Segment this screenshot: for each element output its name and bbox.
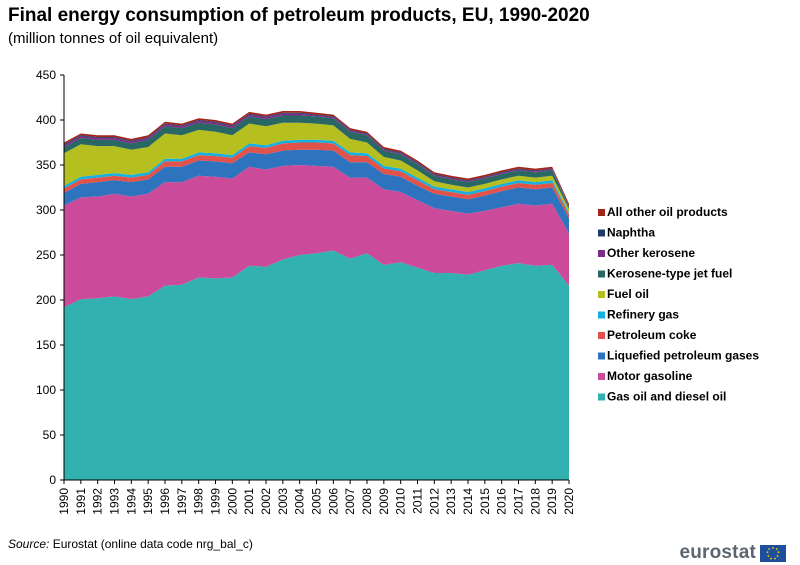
y-tick-label: 50	[43, 428, 57, 442]
x-tick-label: 2016	[495, 488, 509, 515]
x-tick-label: 2017	[512, 488, 526, 515]
x-tick-label: 2013	[444, 488, 458, 515]
y-tick-label: 150	[36, 338, 56, 352]
legend-swatch	[598, 291, 605, 298]
legend-swatch	[598, 373, 605, 380]
legend-swatch	[598, 352, 605, 360]
legend-label: Other kerosene	[607, 246, 695, 260]
x-tick-label: 2006	[326, 488, 340, 515]
legend-swatch	[598, 209, 605, 216]
x-tick-label: 2011	[411, 488, 425, 514]
area-layers	[64, 111, 569, 480]
x-tick-label: 2005	[310, 488, 324, 515]
x-tick-label: 1992	[91, 488, 105, 515]
legend-label: All other oil products	[607, 205, 728, 219]
x-tick-label: 1991	[74, 488, 88, 515]
eu-flag-icon	[760, 544, 786, 562]
legend-swatch	[598, 250, 605, 257]
x-axis-ticks: 1990 1991 1992 1993 1994 1995 1996 1997 1998 1999…	[57, 480, 576, 515]
y-axis-ticks: 0 50 100 150 200 250 300 350 400 450	[36, 68, 64, 487]
x-tick-label: 2015	[478, 488, 492, 515]
x-tick-label: 1998	[192, 488, 206, 515]
area-series-4	[64, 142, 569, 219]
area-chart: 0 50 100 150 200 250 300 350 400 450 1990 1991 1992…	[36, 68, 759, 515]
x-tick-label: 2001	[242, 488, 256, 515]
area-series-6	[64, 122, 569, 213]
legend-swatch	[598, 393, 605, 401]
x-tick-label: 1999	[209, 488, 223, 515]
x-tick-label: 2008	[360, 488, 374, 515]
chart-title: Final energy consumption of petroleum pr…	[8, 5, 590, 26]
logo-text: eurostat	[679, 542, 756, 563]
x-tick-label: 1997	[175, 488, 189, 515]
source-label: Source:	[8, 537, 50, 551]
y-tick-label: 400	[36, 113, 56, 127]
legend-swatch	[598, 332, 605, 339]
legend-swatch	[598, 229, 605, 237]
chart-subtitle: (million tonnes of oil equivalent)	[8, 30, 219, 47]
area-series-1	[64, 250, 569, 480]
y-tick-label: 200	[36, 293, 56, 307]
source-text: Eurostat (online data code nrg_bal_c)	[52, 537, 253, 551]
x-tick-label: 1994	[124, 488, 138, 515]
x-tick-label: 2014	[461, 488, 475, 515]
y-tick-label: 0	[49, 473, 56, 487]
x-tick-label: 2002	[259, 488, 273, 515]
legend-label: Motor gasoline	[607, 369, 693, 383]
x-tick-label: 1995	[141, 488, 155, 515]
x-tick-label: 2018	[528, 488, 542, 515]
x-tick-label: 2019	[545, 488, 559, 515]
x-tick-label: 1996	[158, 488, 172, 515]
x-tick-label: 1993	[108, 488, 122, 515]
legend-label: Kerosene-type jet fuel	[607, 267, 732, 281]
legend-label: Fuel oil	[607, 287, 649, 301]
x-tick-label: 2010	[394, 488, 408, 515]
source-note: Source: Eurostat (online data code nrg_b…	[8, 537, 253, 551]
legend: All other oil products Naphtha Other keros…	[598, 205, 759, 404]
x-tick-label: 1990	[57, 488, 71, 515]
legend-swatch	[598, 311, 605, 319]
legend-label: Liquefied petroleum gases	[607, 349, 759, 363]
area-series-3	[64, 149, 569, 234]
x-tick-label: 2009	[377, 488, 391, 515]
x-tick-label: 2020	[562, 488, 576, 515]
legend-label: Refinery gas	[607, 308, 679, 322]
eurostat-logo: eurostat	[679, 542, 786, 564]
y-tick-label: 450	[36, 68, 56, 82]
y-tick-label: 350	[36, 158, 56, 172]
x-tick-label: 2012	[427, 488, 441, 515]
legend-label: Petroleum coke	[607, 328, 697, 342]
area-series-2	[64, 165, 569, 308]
legend-label: Gas oil and diesel oil	[607, 390, 726, 404]
x-tick-label: 2004	[293, 488, 307, 515]
x-tick-label: 2007	[343, 488, 357, 515]
legend-swatch	[598, 270, 605, 278]
x-tick-label: 2003	[276, 488, 290, 515]
y-tick-label: 300	[36, 203, 56, 217]
y-tick-label: 250	[36, 248, 56, 262]
x-tick-label: 2000	[225, 488, 239, 515]
y-tick-label: 100	[36, 383, 56, 397]
legend-label: Naphtha	[607, 226, 655, 240]
